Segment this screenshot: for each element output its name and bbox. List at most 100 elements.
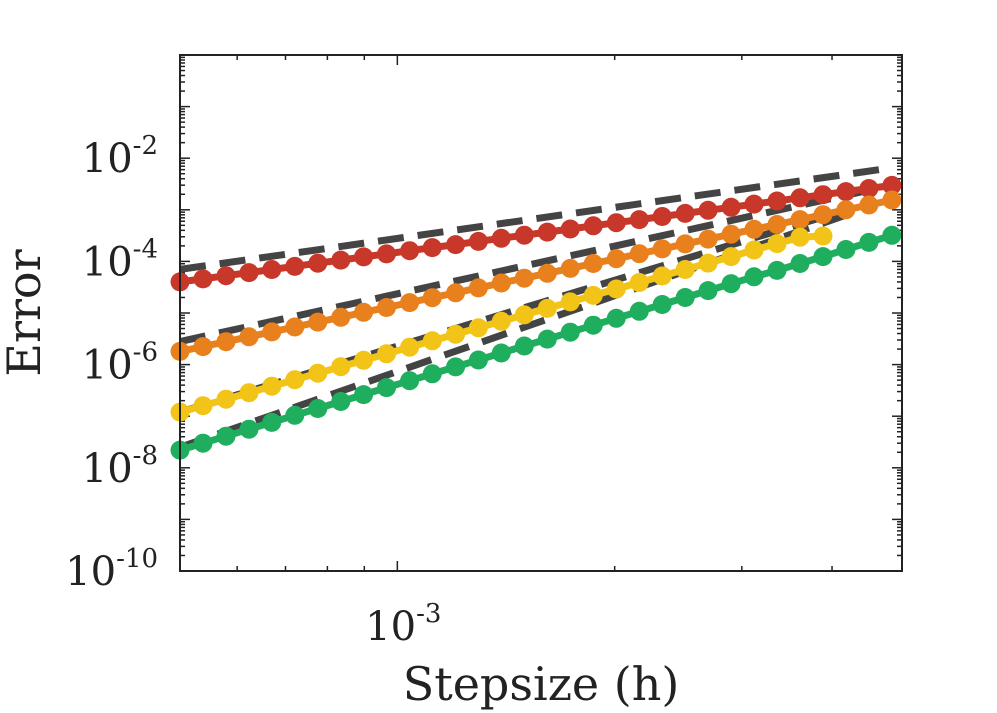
series-1-point-18 [560, 219, 580, 239]
series-4-point-27 [767, 260, 787, 280]
series-4-point-12 [422, 364, 442, 384]
series-2-point-15 [491, 273, 511, 293]
series-2-point-19 [583, 254, 603, 273]
series-2-point-21 [629, 244, 649, 264]
series-2-point-26 [744, 219, 764, 239]
series-4-point-31 [859, 232, 879, 252]
series-1-point-19 [583, 216, 603, 236]
series-3-point-19 [583, 285, 603, 305]
series-1-point-3 [216, 266, 236, 286]
series-3-point-22 [652, 266, 672, 286]
series-1-point-26 [744, 194, 764, 214]
series-2-point-6 [285, 317, 305, 337]
series-4-point-21 [629, 301, 649, 321]
series-2-point-22 [652, 239, 672, 259]
series-2-point-4 [239, 327, 259, 347]
series-4-point-23 [675, 288, 695, 307]
series-3-point-3 [216, 389, 236, 409]
series-3-point-16 [514, 305, 534, 325]
series-3-point-27 [767, 234, 787, 254]
series-2-point-32 [882, 190, 902, 210]
series-3-point-13 [446, 324, 466, 344]
series-2-point-23 [675, 234, 695, 254]
series-3-point-9 [354, 350, 374, 370]
series-4-point-16 [514, 336, 534, 356]
y-axis-title: Error [0, 249, 51, 376]
series-4-point-11 [400, 371, 420, 391]
series-4-point-7 [308, 399, 328, 418]
series-2-point-8 [331, 307, 351, 327]
y-tick-label: 10-2 [82, 131, 158, 182]
series-3-point-25 [721, 247, 741, 267]
reference-lines [178, 164, 893, 451]
series-3-point-4 [239, 383, 259, 403]
y-tick-label: 10-10 [65, 544, 158, 595]
series-2-point-14 [468, 278, 488, 298]
axes-box [179, 54, 903, 572]
series-2-point-30 [836, 200, 856, 220]
series-3-point-12 [422, 331, 442, 351]
series-1-point-10 [377, 244, 396, 264]
series-3-point-18 [560, 292, 580, 312]
series-4-point-6 [285, 405, 305, 425]
series-4-point-5 [262, 412, 282, 432]
series-4-point-20 [606, 308, 626, 328]
series-1-point-21 [629, 210, 649, 230]
series-1-point-30 [836, 182, 856, 202]
series-2-point-13 [446, 283, 466, 303]
series-2-point-28 [790, 210, 810, 230]
y-tick-label: 10-6 [82, 338, 158, 389]
series-3-point-8 [331, 357, 351, 377]
series-4-point-28 [790, 254, 810, 273]
series-4-point-30 [836, 240, 856, 259]
series-4-point-4 [239, 419, 259, 439]
series-1-point-16 [514, 225, 534, 245]
series-4-point-2 [193, 433, 213, 453]
series-1-point-28 [790, 188, 810, 208]
series-1-point-27 [767, 191, 787, 211]
series-1-point-25 [721, 197, 741, 217]
series-1-point-17 [537, 222, 557, 242]
series-1-point-32 [882, 175, 902, 195]
series-2-point-5 [262, 322, 282, 342]
series-3-point-21 [629, 273, 649, 292]
series-4-point-17 [537, 329, 557, 349]
series-1-point-31 [859, 179, 879, 198]
series-3-point-24 [698, 253, 718, 273]
y-tick-labels: 10-2 10-4 10-6 10-8 10-10 [65, 131, 158, 595]
series-4-point-25 [721, 274, 741, 294]
series-2-point-18 [560, 258, 580, 278]
series-2-point-3 [216, 332, 236, 352]
series-4-point-19 [583, 315, 603, 335]
series-3-point-10 [377, 344, 396, 364]
series-1-point-2 [193, 269, 213, 289]
series-2-point-29 [813, 205, 833, 225]
series-4-point-26 [744, 267, 764, 287]
series-1-point-9 [354, 247, 374, 267]
series-1-point-22 [652, 207, 672, 226]
series-2-point-11 [400, 293, 420, 313]
series-2-point-9 [354, 302, 374, 322]
series-1-point-23 [675, 203, 695, 223]
series-4-point-9 [354, 385, 374, 405]
series-1-point-6 [285, 256, 305, 276]
series-1-point-20 [606, 213, 626, 233]
series-1-point-14 [468, 231, 488, 251]
series-2-point-7 [308, 312, 328, 332]
series-4-point-14 [468, 350, 488, 370]
series-3-point-23 [675, 260, 695, 279]
series-2-point-12 [422, 288, 442, 308]
series-1-point-15 [491, 228, 511, 248]
series-3-point-11 [400, 337, 420, 357]
series-3-point-15 [491, 311, 511, 331]
series-3-point-28 [790, 227, 810, 247]
series-4-point-13 [446, 357, 466, 377]
series-4-point-22 [652, 295, 672, 314]
y-tick-label: 10-8 [82, 441, 158, 492]
x-tick-label: 10-3 [365, 599, 441, 650]
series-4-point-10 [377, 378, 396, 398]
series-1-point-12 [422, 238, 442, 258]
series-1-point-7 [308, 253, 328, 273]
x-tick-labels: 10-3 [365, 599, 441, 650]
